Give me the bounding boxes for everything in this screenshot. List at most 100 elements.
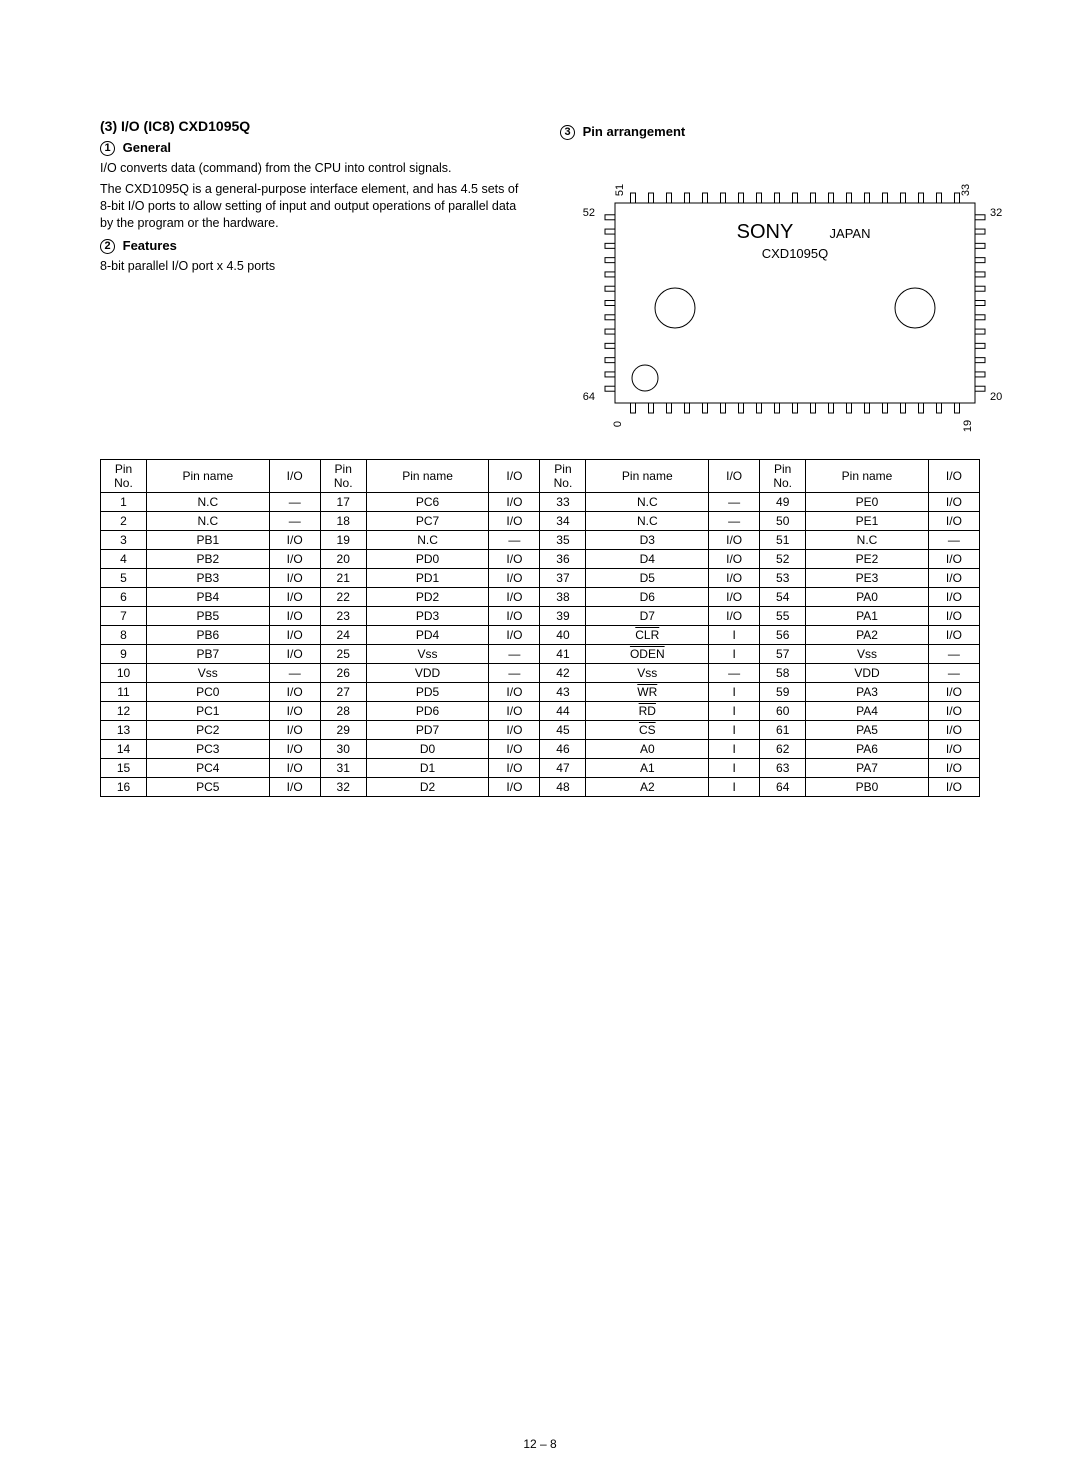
table-cell: —	[269, 512, 320, 531]
circled-three-icon: 3	[560, 125, 575, 140]
table-cell: I/O	[489, 626, 540, 645]
table-cell: PA4	[806, 702, 929, 721]
table-cell: I/O	[928, 683, 979, 702]
table-cell: D5	[586, 569, 709, 588]
table-cell: I/O	[489, 512, 540, 531]
table-cell: —	[709, 512, 760, 531]
table-row: 12PC1I/O28PD6I/O44RDI60PA4I/O	[101, 702, 980, 721]
table-cell: 7	[101, 607, 147, 626]
table-cell: —	[489, 664, 540, 683]
table-cell: D2	[366, 778, 489, 797]
table-cell: 20	[320, 550, 366, 569]
table-cell: —	[928, 664, 979, 683]
table-cell: 24	[320, 626, 366, 645]
table-cell: D4	[586, 550, 709, 569]
table-cell: 1	[101, 493, 147, 512]
table-cell: PC3	[146, 740, 269, 759]
table-cell: PD4	[366, 626, 489, 645]
table-cell: I/O	[489, 588, 540, 607]
table-cell: I/O	[709, 607, 760, 626]
table-cell: 64	[760, 778, 806, 797]
table-cell: D0	[366, 740, 489, 759]
table-cell: 63	[760, 759, 806, 778]
svg-text:51: 51	[614, 184, 626, 196]
table-cell: —	[269, 493, 320, 512]
table-cell: 40	[540, 626, 586, 645]
table-cell: I/O	[928, 607, 979, 626]
circled-one-icon: 1	[100, 141, 115, 156]
table-cell: 29	[320, 721, 366, 740]
table-header: PinNo.	[101, 460, 147, 493]
table-cell: PA2	[806, 626, 929, 645]
svg-text:32: 32	[990, 207, 1002, 219]
page-number: 12 – 8	[100, 1437, 980, 1451]
table-cell: I/O	[928, 778, 979, 797]
general-label: General	[123, 140, 171, 155]
svg-text:33: 33	[960, 184, 972, 196]
table-cell: CS	[586, 721, 709, 740]
table-cell: I/O	[269, 683, 320, 702]
table-cell: N.C	[806, 531, 929, 550]
table-cell: 26	[320, 664, 366, 683]
svg-text:CXD1095Q: CXD1095Q	[762, 246, 828, 261]
table-cell: I/O	[269, 531, 320, 550]
table-cell: 47	[540, 759, 586, 778]
table-cell: PC0	[146, 683, 269, 702]
table-cell: PD2	[366, 588, 489, 607]
table-cell: 13	[101, 721, 147, 740]
table-cell: I/O	[269, 721, 320, 740]
table-row: 2N.C—18PC7I/O34N.C—50PE1I/O	[101, 512, 980, 531]
table-cell: PA7	[806, 759, 929, 778]
table-cell: 53	[760, 569, 806, 588]
table-cell: 61	[760, 721, 806, 740]
table-cell: 55	[760, 607, 806, 626]
table-cell: I/O	[928, 702, 979, 721]
table-cell: PB1	[146, 531, 269, 550]
table-cell: PB7	[146, 645, 269, 664]
table-cell: VDD	[806, 664, 929, 683]
general-text-1: I/O converts data (command) from the CPU…	[100, 160, 530, 177]
table-cell: PB6	[146, 626, 269, 645]
table-row: 1N.C—17PC6I/O33N.C—49PE0I/O	[101, 493, 980, 512]
table-cell: I/O	[269, 588, 320, 607]
table-cell: —	[928, 531, 979, 550]
table-cell: 43	[540, 683, 586, 702]
svg-text:52: 52	[583, 207, 595, 219]
table-cell: I	[709, 721, 760, 740]
table-cell: 27	[320, 683, 366, 702]
table-cell: 36	[540, 550, 586, 569]
table-cell: 39	[540, 607, 586, 626]
table-row: 8PB6I/O24PD4I/O40CLRI56PA2I/O	[101, 626, 980, 645]
table-cell: 14	[101, 740, 147, 759]
table-header: I/O	[489, 460, 540, 493]
table-cell: PA6	[806, 740, 929, 759]
table-header: Pin name	[806, 460, 929, 493]
table-cell: 44	[540, 702, 586, 721]
table-row: 3PB1I/O19N.C—35D3I/O51N.C—	[101, 531, 980, 550]
table-cell: 62	[760, 740, 806, 759]
general-text-2: The CXD1095Q is a general-purpose interf…	[100, 181, 530, 232]
table-cell: I	[709, 626, 760, 645]
table-cell: PA0	[806, 588, 929, 607]
svg-text:SONY: SONY	[737, 221, 794, 243]
table-cell: I	[709, 702, 760, 721]
table-cell: 17	[320, 493, 366, 512]
table-header: Pin name	[366, 460, 489, 493]
table-cell: 54	[760, 588, 806, 607]
table-header: Pin name	[146, 460, 269, 493]
table-cell: 45	[540, 721, 586, 740]
table-cell: PB3	[146, 569, 269, 588]
table-cell: I/O	[928, 740, 979, 759]
table-cell: I/O	[928, 588, 979, 607]
table-cell: 59	[760, 683, 806, 702]
table-cell: Vss	[586, 664, 709, 683]
table-header: Pin name	[586, 460, 709, 493]
table-cell: I/O	[928, 569, 979, 588]
table-cell: 49	[760, 493, 806, 512]
table-cell: PE0	[806, 493, 929, 512]
table-cell: I/O	[928, 759, 979, 778]
table-cell: Vss	[806, 645, 929, 664]
table-cell: PC1	[146, 702, 269, 721]
table-cell: —	[269, 664, 320, 683]
table-cell: 37	[540, 569, 586, 588]
